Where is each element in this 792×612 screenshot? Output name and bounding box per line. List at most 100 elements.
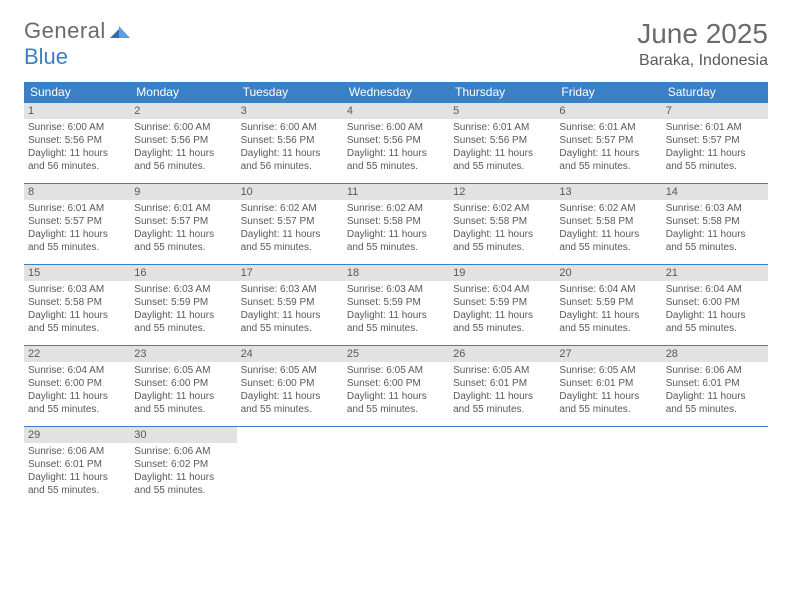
sunrise-text: Sunrise: 6:05 AM [347, 364, 445, 377]
sunset-text: Sunset: 6:01 PM [453, 377, 551, 390]
day-number-cell [555, 426, 661, 443]
daylight-text: Daylight: 11 hours and 55 minutes. [559, 309, 657, 335]
sunrise-text: Sunrise: 6:05 AM [559, 364, 657, 377]
sunset-text: Sunset: 5:58 PM [559, 215, 657, 228]
day-number-cell: 21 [662, 264, 768, 281]
daylight-text: Daylight: 11 hours and 55 minutes. [559, 147, 657, 173]
sunset-text: Sunset: 5:57 PM [28, 215, 126, 228]
sunset-text: Sunset: 6:01 PM [559, 377, 657, 390]
sunrise-text: Sunrise: 6:05 AM [134, 364, 232, 377]
daylight-text: Daylight: 11 hours and 55 minutes. [134, 228, 232, 254]
day-body-row: Sunrise: 6:06 AMSunset: 6:01 PMDaylight:… [24, 443, 768, 507]
daylight-text: Daylight: 11 hours and 55 minutes. [134, 309, 232, 335]
sunrise-text: Sunrise: 6:02 AM [453, 202, 551, 215]
day-number-cell: 12 [449, 183, 555, 200]
day-body-cell [662, 443, 768, 507]
daylight-text: Daylight: 11 hours and 55 minutes. [666, 147, 764, 173]
day-body-cell: Sunrise: 6:00 AMSunset: 5:56 PMDaylight:… [24, 119, 130, 183]
sunrise-text: Sunrise: 6:01 AM [559, 121, 657, 134]
sunset-text: Sunset: 5:57 PM [666, 134, 764, 147]
day-number-cell [237, 426, 343, 443]
page-header: General June 2025 Baraka, Indonesia [24, 18, 768, 70]
day-number-cell: 9 [130, 183, 236, 200]
sunrise-text: Sunrise: 6:04 AM [453, 283, 551, 296]
sunrise-text: Sunrise: 6:04 AM [666, 283, 764, 296]
title-block: June 2025 Baraka, Indonesia [637, 18, 768, 70]
sunset-text: Sunset: 6:02 PM [134, 458, 232, 471]
daynum-row: 22232425262728 [24, 345, 768, 362]
sunrise-text: Sunrise: 6:02 AM [241, 202, 339, 215]
sunset-text: Sunset: 5:57 PM [559, 134, 657, 147]
daylight-text: Daylight: 11 hours and 55 minutes. [666, 309, 764, 335]
day-number-cell: 5 [449, 102, 555, 119]
weekday-header: Friday [555, 82, 661, 102]
sunset-text: Sunset: 5:59 PM [134, 296, 232, 309]
sunrise-text: Sunrise: 6:03 AM [134, 283, 232, 296]
day-body-cell: Sunrise: 6:00 AMSunset: 5:56 PMDaylight:… [343, 119, 449, 183]
day-body-cell: Sunrise: 6:01 AMSunset: 5:57 PMDaylight:… [24, 200, 130, 264]
daynum-row: 1234567 [24, 102, 768, 119]
day-body-cell: Sunrise: 6:05 AMSunset: 6:01 PMDaylight:… [555, 362, 661, 426]
sunrise-text: Sunrise: 6:00 AM [241, 121, 339, 134]
day-body-cell: Sunrise: 6:04 AMSunset: 6:00 PMDaylight:… [24, 362, 130, 426]
day-number-cell: 24 [237, 345, 343, 362]
sunset-text: Sunset: 5:56 PM [241, 134, 339, 147]
sunrise-text: Sunrise: 6:00 AM [347, 121, 445, 134]
day-number-cell: 10 [237, 183, 343, 200]
weekday-header: Monday [130, 82, 236, 102]
day-number-cell [662, 426, 768, 443]
sunset-text: Sunset: 5:58 PM [347, 215, 445, 228]
sunset-text: Sunset: 5:59 PM [559, 296, 657, 309]
day-body-cell: Sunrise: 6:04 AMSunset: 5:59 PMDaylight:… [555, 281, 661, 345]
calendar-body: 1234567Sunrise: 6:00 AMSunset: 5:56 PMDa… [24, 102, 768, 507]
sunrise-text: Sunrise: 6:00 AM [134, 121, 232, 134]
sunrise-text: Sunrise: 6:01 AM [28, 202, 126, 215]
day-body-cell: Sunrise: 6:01 AMSunset: 5:57 PMDaylight:… [662, 119, 768, 183]
daylight-text: Daylight: 11 hours and 55 minutes. [134, 390, 232, 416]
weekday-header: Thursday [449, 82, 555, 102]
day-body-cell: Sunrise: 6:04 AMSunset: 6:00 PMDaylight:… [662, 281, 768, 345]
daylight-text: Daylight: 11 hours and 55 minutes. [241, 390, 339, 416]
calendar-table: Sunday Monday Tuesday Wednesday Thursday… [24, 82, 768, 507]
day-body-cell: Sunrise: 6:05 AMSunset: 6:00 PMDaylight:… [130, 362, 236, 426]
day-body-cell [237, 443, 343, 507]
day-number-cell: 17 [237, 264, 343, 281]
day-body-cell: Sunrise: 6:02 AMSunset: 5:57 PMDaylight:… [237, 200, 343, 264]
daylight-text: Daylight: 11 hours and 55 minutes. [28, 309, 126, 335]
daylight-text: Daylight: 11 hours and 55 minutes. [347, 309, 445, 335]
sunrise-text: Sunrise: 6:03 AM [347, 283, 445, 296]
sunset-text: Sunset: 5:57 PM [241, 215, 339, 228]
day-body-cell: Sunrise: 6:03 AMSunset: 5:58 PMDaylight:… [662, 200, 768, 264]
day-number-cell: 26 [449, 345, 555, 362]
day-number-cell [449, 426, 555, 443]
day-number-cell: 13 [555, 183, 661, 200]
day-body-cell: Sunrise: 6:00 AMSunset: 5:56 PMDaylight:… [130, 119, 236, 183]
daylight-text: Daylight: 11 hours and 55 minutes. [28, 228, 126, 254]
weekday-header: Sunday [24, 82, 130, 102]
sunrise-text: Sunrise: 6:02 AM [559, 202, 657, 215]
sunset-text: Sunset: 6:00 PM [134, 377, 232, 390]
weekday-header-row: Sunday Monday Tuesday Wednesday Thursday… [24, 82, 768, 102]
day-number-cell: 27 [555, 345, 661, 362]
month-title: June 2025 [637, 18, 768, 50]
daylight-text: Daylight: 11 hours and 55 minutes. [241, 228, 339, 254]
sunset-text: Sunset: 5:58 PM [453, 215, 551, 228]
daylight-text: Daylight: 11 hours and 55 minutes. [559, 228, 657, 254]
location-subtitle: Baraka, Indonesia [637, 52, 768, 70]
weekday-header: Saturday [662, 82, 768, 102]
sunrise-text: Sunrise: 6:00 AM [28, 121, 126, 134]
day-body-cell: Sunrise: 6:01 AMSunset: 5:57 PMDaylight:… [555, 119, 661, 183]
day-number-cell [343, 426, 449, 443]
day-number-cell: 19 [449, 264, 555, 281]
sunrise-text: Sunrise: 6:04 AM [559, 283, 657, 296]
sunset-text: Sunset: 6:00 PM [28, 377, 126, 390]
day-body-cell: Sunrise: 6:03 AMSunset: 5:59 PMDaylight:… [343, 281, 449, 345]
brand-triangle-icon [110, 24, 132, 38]
day-number-cell: 4 [343, 102, 449, 119]
sunrise-text: Sunrise: 6:01 AM [666, 121, 764, 134]
day-body-row: Sunrise: 6:04 AMSunset: 6:00 PMDaylight:… [24, 362, 768, 426]
day-number-cell: 6 [555, 102, 661, 119]
day-body-cell: Sunrise: 6:03 AMSunset: 5:59 PMDaylight:… [237, 281, 343, 345]
daynum-row: 15161718192021 [24, 264, 768, 281]
day-body-cell [555, 443, 661, 507]
